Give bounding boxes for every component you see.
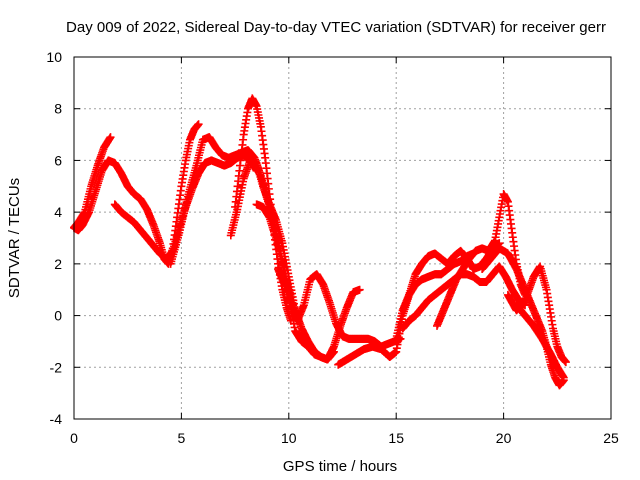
series-prn-h: [274, 265, 405, 351]
series-prn-k: [398, 262, 530, 333]
y-axis-label: SDTVAR / TECUs: [6, 178, 23, 298]
data-points: [70, 94, 570, 390]
x-tick-label: 15: [388, 430, 404, 446]
data-point: [355, 285, 364, 294]
data-point: [106, 133, 115, 142]
data-point: [194, 120, 203, 129]
y-tick-label: -2: [50, 359, 63, 375]
y-tick-label: 10: [46, 49, 62, 65]
series-prn-g: [252, 200, 364, 364]
data-point: [559, 373, 568, 382]
y-tick-label: 0: [54, 308, 62, 324]
x-tick-label: 25: [603, 430, 619, 446]
y-tick-label: 4: [54, 204, 62, 220]
x-tick-label: 10: [281, 430, 297, 446]
y-tick-label: -4: [50, 411, 63, 427]
y-tick-label: 6: [54, 152, 62, 168]
axis-ticks: 0 5 10 15 20 25 -4 -2 0 2 4 6 8 10: [46, 49, 619, 446]
y-tick-label: 2: [54, 256, 62, 272]
series-prn-o: [512, 301, 568, 382]
plot-frame: [73, 56, 612, 420]
x-axis-label: GPS time / hours: [283, 458, 397, 475]
x-tick-label: 0: [70, 430, 78, 446]
x-tick-label: 20: [496, 430, 512, 446]
data-point: [561, 358, 570, 367]
y-tick-label: 8: [54, 101, 62, 117]
chart-title: Day 009 of 2022, Sidereal Day-to-day VTE…: [66, 19, 606, 36]
x-tick-label: 5: [178, 430, 186, 446]
series-prn-a: [70, 133, 115, 232]
